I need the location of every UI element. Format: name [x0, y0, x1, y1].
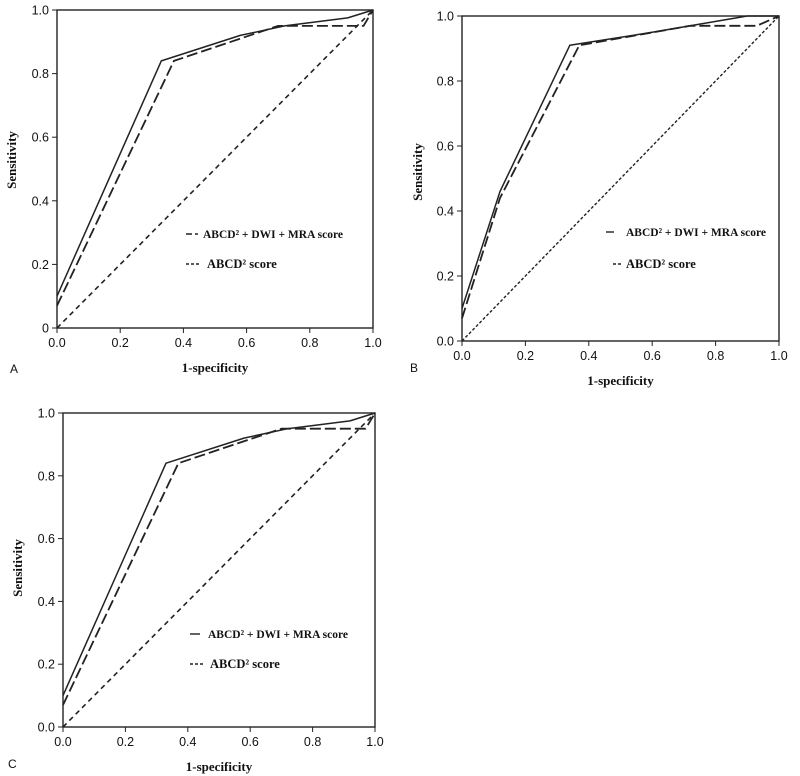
roc-panel-b: 0.0 0.2 0.4 0.6 0.8 1.0 0.0 0.2 0.4 0.6 0.8 1.0 1-sp…: [410, 10, 788, 389]
y-tick-label: 0.6: [437, 140, 454, 154]
x-tick-label: 0.0: [48, 336, 65, 350]
y-tick-label: 0.4: [38, 595, 55, 609]
x-axis-title: 1-specificity: [587, 373, 654, 388]
y-tick-label: 0.2: [32, 258, 49, 272]
legend-label: ABCD² + DWI + MRA score: [203, 229, 343, 241]
y-axis-title: Sensitivity: [10, 539, 25, 597]
roc-curve-solid: [461, 15, 779, 309]
y-tick-label: 0.2: [38, 658, 55, 672]
x-tick-label: 0.4: [175, 336, 192, 350]
x-axis-title: 1-specificity: [186, 759, 253, 774]
roc-panel-c: 0.0 0.2 0.4 0.6 0.8 1.0 0.0 0.2 0.4 0.6 0.8 1.0 1-sp…: [8, 407, 384, 775]
y-tick-label: 0: [42, 322, 49, 336]
x-tick-label: 0.0: [54, 735, 71, 749]
roc-curve-dashed: [56, 9, 374, 307]
legend-label: ABCD² score: [210, 657, 280, 671]
roc-curve-solid: [56, 9, 374, 297]
y-axis-title: Sensitivity: [410, 143, 425, 201]
x-tick-label: 0.0: [453, 349, 470, 363]
x-tick-label: 1.0: [770, 349, 787, 363]
y-tick-label: 0.8: [437, 75, 454, 89]
y-tick-label: 0.8: [38, 469, 55, 483]
legend-item: ABCD² score: [613, 257, 696, 271]
y-tick-label: 0.0: [437, 335, 454, 349]
y-tick-label: 0.4: [32, 194, 49, 208]
x-tick-label: 0.6: [238, 336, 255, 350]
plot-frame: [56, 9, 374, 329]
y-tick-label: 1.0: [437, 10, 454, 24]
x-tick-label: 1.0: [364, 336, 381, 350]
legend-item: ABCD² + DWI + MRA score: [606, 227, 766, 239]
legend-item: ABCD² score: [190, 657, 280, 671]
x-tick-label: 0.2: [517, 349, 534, 363]
x-tick-label: 0.2: [112, 336, 129, 350]
x-axis-title: 1-specificity: [182, 360, 249, 375]
y-axis-title: Sensitivity: [4, 131, 19, 189]
roc-curve-solid: [62, 412, 376, 696]
x-tick-label: 0.4: [580, 349, 597, 363]
x-tick-label: 0.2: [117, 735, 134, 749]
y-tick-label: 0.8: [32, 67, 49, 81]
panel-label: C: [8, 757, 17, 771]
x-tick-label: 0.8: [304, 735, 321, 749]
y-tick-label: 0.6: [32, 131, 49, 145]
x-tick-label: 0.4: [179, 735, 196, 749]
plot-frame: [461, 15, 780, 342]
x-tick-label: 1.0: [366, 735, 383, 749]
x-tick-label: 0.8: [707, 349, 724, 363]
roc-curve-dashed: [461, 15, 780, 319]
plot-frame: [62, 412, 376, 728]
y-tick-label: 1.0: [38, 407, 55, 421]
panel-label: B: [410, 361, 418, 375]
x-tick-label: 0.6: [644, 349, 661, 363]
y-tick-label: 0.4: [437, 205, 454, 219]
x-tick-label: 0.6: [242, 735, 259, 749]
legend-item: ABCD² score: [186, 257, 277, 271]
legend-label: ABCD² score: [626, 257, 696, 271]
roc-curve-dashed-short: [62, 412, 376, 728]
y-tick-label: 0.0: [38, 721, 55, 735]
legend-label: ABCD² + DWI + MRA score: [626, 227, 766, 239]
y-tick-label: 1.0: [32, 4, 49, 18]
y-tick-label: 0.2: [437, 270, 454, 284]
legend-item: ABCD² + DWI + MRA score: [190, 629, 348, 641]
roc-curve-dashed: [62, 412, 376, 706]
panel-label: A: [10, 362, 18, 376]
y-tick-label: 0.6: [38, 532, 55, 546]
legend-item: ABCD² + DWI + MRA score: [186, 229, 343, 241]
legend-label: ABCD² score: [207, 257, 277, 271]
legend-label: ABCD² + DWI + MRA score: [208, 629, 348, 641]
roc-curve-dotted-dash: [461, 15, 780, 342]
roc-panel-a: 0.0 0.2 0.4 0.6 0.8 1.0 0 0.2 0.4 0.6 0.8 1.0 1-spec…: [4, 4, 382, 377]
x-tick-label: 0.8: [301, 336, 318, 350]
roc-curve-dashed-short: [56, 9, 374, 329]
